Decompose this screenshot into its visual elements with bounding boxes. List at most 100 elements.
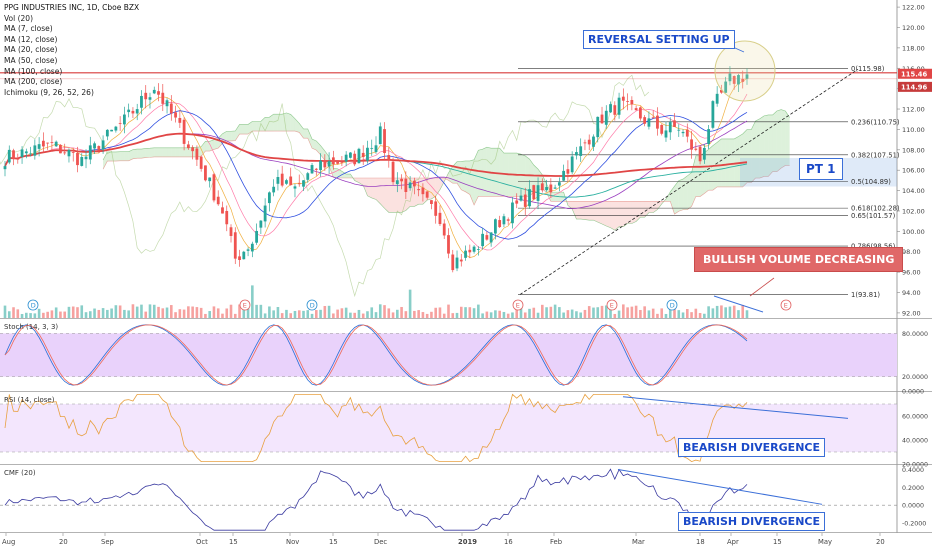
candle-body bbox=[481, 233, 485, 247]
volume-bar bbox=[110, 308, 113, 318]
candle-body bbox=[84, 156, 88, 160]
candle-body bbox=[664, 130, 668, 138]
volume-bar bbox=[472, 308, 476, 318]
volume-bar bbox=[592, 307, 595, 318]
volume-bar bbox=[737, 310, 740, 318]
volume-bar bbox=[587, 306, 591, 318]
cmf-divergence-callout[interactable]: BEARISH DIVERGENCE bbox=[678, 512, 825, 531]
volume-bar bbox=[310, 313, 314, 318]
candle-body bbox=[442, 223, 446, 236]
candle-body bbox=[165, 100, 169, 107]
x-tick-label: 18 bbox=[696, 538, 705, 546]
ichimoku-cloud-segment bbox=[307, 128, 313, 149]
fib-level-label: 0.236(110.75) bbox=[851, 118, 900, 126]
volume-bar bbox=[88, 311, 92, 318]
candle-body bbox=[494, 219, 497, 234]
volume-bar bbox=[67, 306, 71, 318]
candle-body bbox=[511, 202, 514, 224]
ichimoku-cloud-segment bbox=[376, 178, 381, 204]
candle-body bbox=[174, 112, 177, 118]
ichimoku-cloud-segment bbox=[768, 114, 773, 177]
volume-bar bbox=[29, 313, 32, 318]
volume-bar bbox=[383, 305, 386, 318]
volume-bar bbox=[144, 311, 148, 318]
volume-bar bbox=[59, 311, 62, 318]
ichimoku-cloud-segment bbox=[772, 111, 777, 172]
volume-bar bbox=[327, 305, 331, 318]
volume-bar bbox=[549, 306, 553, 318]
candle-body bbox=[29, 153, 32, 155]
volume-bar bbox=[647, 310, 651, 318]
legend-ichimoku[interactable]: Ichimoku (9, 26, 52, 26) bbox=[4, 87, 94, 97]
volume-bar bbox=[732, 305, 736, 318]
volume-bar bbox=[161, 308, 165, 318]
candle-body bbox=[741, 78, 745, 82]
legend-ma20[interactable]: MA (20, close) bbox=[4, 45, 58, 55]
candle-body bbox=[140, 95, 143, 108]
legend-ma200[interactable]: MA (200, close) bbox=[4, 77, 63, 87]
legend-ma50[interactable]: MA (50, close) bbox=[4, 55, 58, 65]
candle-body bbox=[186, 144, 190, 149]
y-tick-label: 120.00 bbox=[902, 24, 925, 32]
volume-bar bbox=[477, 304, 480, 318]
ichimoku-cloud-segment bbox=[461, 160, 466, 192]
ichimoku-cloud-segment bbox=[226, 131, 232, 141]
volume-bar bbox=[570, 309, 574, 318]
volume-callout-pointer bbox=[749, 277, 775, 297]
candle-body bbox=[464, 250, 467, 258]
ichimoku-cloud-segment bbox=[781, 109, 786, 169]
reversal-callout[interactable]: REVERSAL SETTING UP bbox=[583, 30, 735, 49]
candle-body bbox=[33, 145, 37, 156]
candle-body bbox=[310, 165, 314, 174]
volume-bar bbox=[459, 306, 463, 318]
ichimoku-cloud-segment bbox=[708, 145, 713, 191]
pt1-callout[interactable]: PT 1 bbox=[799, 158, 843, 180]
volume-bar bbox=[127, 310, 130, 318]
volume-bar bbox=[651, 308, 655, 318]
candle-body bbox=[404, 178, 408, 193]
candle-body bbox=[297, 183, 301, 185]
volume-bar bbox=[314, 310, 318, 318]
volume-bar bbox=[370, 307, 374, 318]
y-tick-label: 108.00 bbox=[902, 146, 925, 154]
volume-bar bbox=[442, 313, 446, 318]
candle-body bbox=[724, 81, 728, 93]
x-tick-label: 15 bbox=[329, 538, 338, 546]
candle-body bbox=[715, 93, 719, 104]
candle-body bbox=[161, 92, 165, 104]
volume-bar bbox=[97, 309, 101, 318]
x-tick-label: 16 bbox=[504, 538, 513, 546]
ichimoku-cloud-segment bbox=[755, 118, 760, 179]
candle-body bbox=[596, 116, 600, 138]
ichimoku-cloud-segment bbox=[785, 111, 790, 166]
candle-body bbox=[238, 256, 241, 260]
volume-bar bbox=[225, 308, 229, 318]
ichimoku-cloud-segment bbox=[201, 141, 206, 157]
ichimoku-cloud-segment bbox=[623, 201, 628, 227]
legend-vol[interactable]: Vol (20) bbox=[4, 13, 34, 23]
volume-bar bbox=[430, 311, 433, 318]
legend-ma12[interactable]: MA (12, close) bbox=[4, 34, 58, 44]
candle-body bbox=[302, 180, 305, 187]
candle-body bbox=[366, 147, 369, 161]
stoch-tick-label: 0.0000 bbox=[902, 389, 924, 396]
legend-ma7[interactable]: MA (7, close) bbox=[4, 24, 53, 34]
volume-bar bbox=[233, 313, 237, 318]
price-tag bbox=[898, 81, 932, 92]
legend-ma100[interactable]: MA (100, close) bbox=[4, 66, 63, 76]
volume-bar bbox=[498, 310, 501, 318]
y-tick-label: 92.00 bbox=[902, 309, 921, 317]
rsi-divergence-callout[interactable]: BEARISH DIVERGENCE bbox=[678, 438, 825, 457]
candle-body bbox=[114, 126, 118, 131]
event-marker-label: E bbox=[610, 302, 614, 310]
volume-callout[interactable]: BULLISH VOLUME DECREASING bbox=[694, 247, 904, 272]
candle-body bbox=[557, 182, 561, 186]
candle-body bbox=[587, 139, 591, 145]
ichimoku-cloud-segment bbox=[388, 178, 394, 213]
y-tick-label: 96.00 bbox=[902, 269, 921, 277]
candle-body bbox=[600, 114, 604, 124]
candle-body bbox=[105, 129, 109, 137]
volume-bar bbox=[541, 304, 544, 318]
volume-bar bbox=[583, 309, 587, 318]
